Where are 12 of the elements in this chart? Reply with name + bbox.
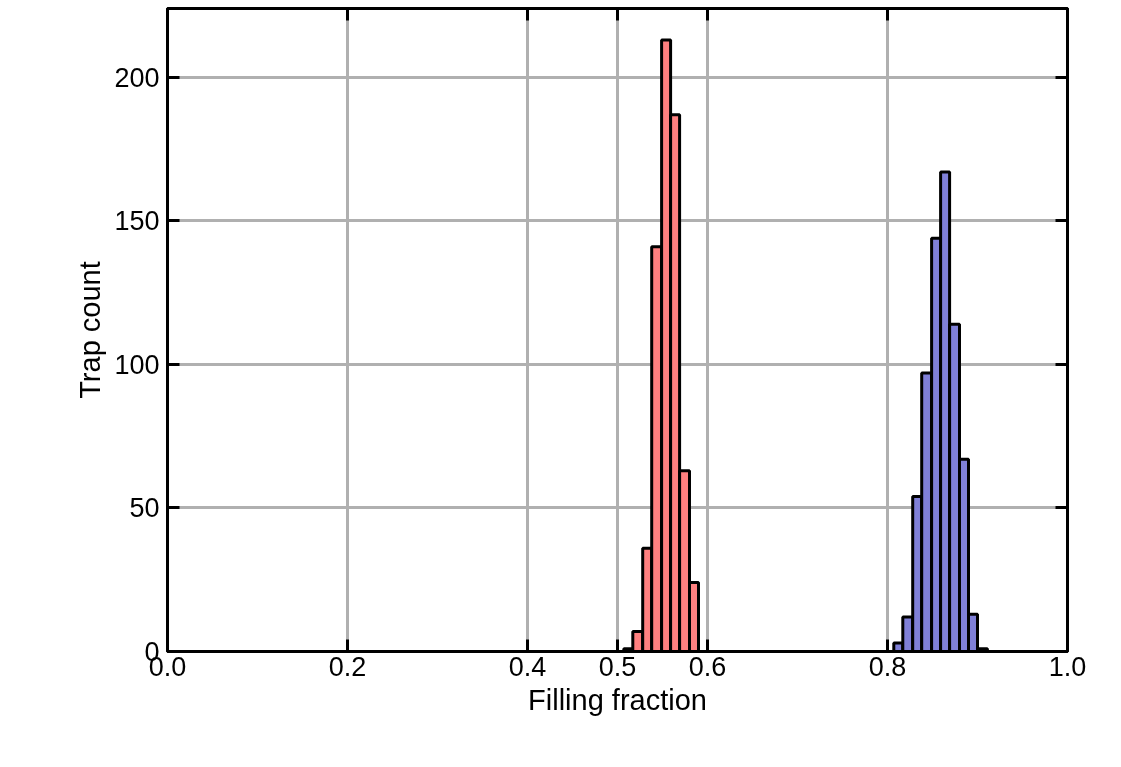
y-axis-title: Trap count <box>74 261 107 399</box>
x-tick-label: 0.6 <box>688 651 727 682</box>
y-tick-label: 50 <box>129 493 160 524</box>
x-axis-title: Filling fraction <box>528 683 707 716</box>
y-tick-label: 150 <box>114 206 160 237</box>
x-tick-label: 0.4 <box>508 651 547 682</box>
x-tick-label: 1.0 <box>1048 651 1087 682</box>
y-tick-label: 200 <box>114 62 160 93</box>
x-tick-label: 0.8 <box>868 651 907 682</box>
x-tick-label: 0.2 <box>328 651 367 682</box>
x-tick-label: 0.5 <box>598 651 637 682</box>
y-tick-label: 100 <box>114 349 160 380</box>
